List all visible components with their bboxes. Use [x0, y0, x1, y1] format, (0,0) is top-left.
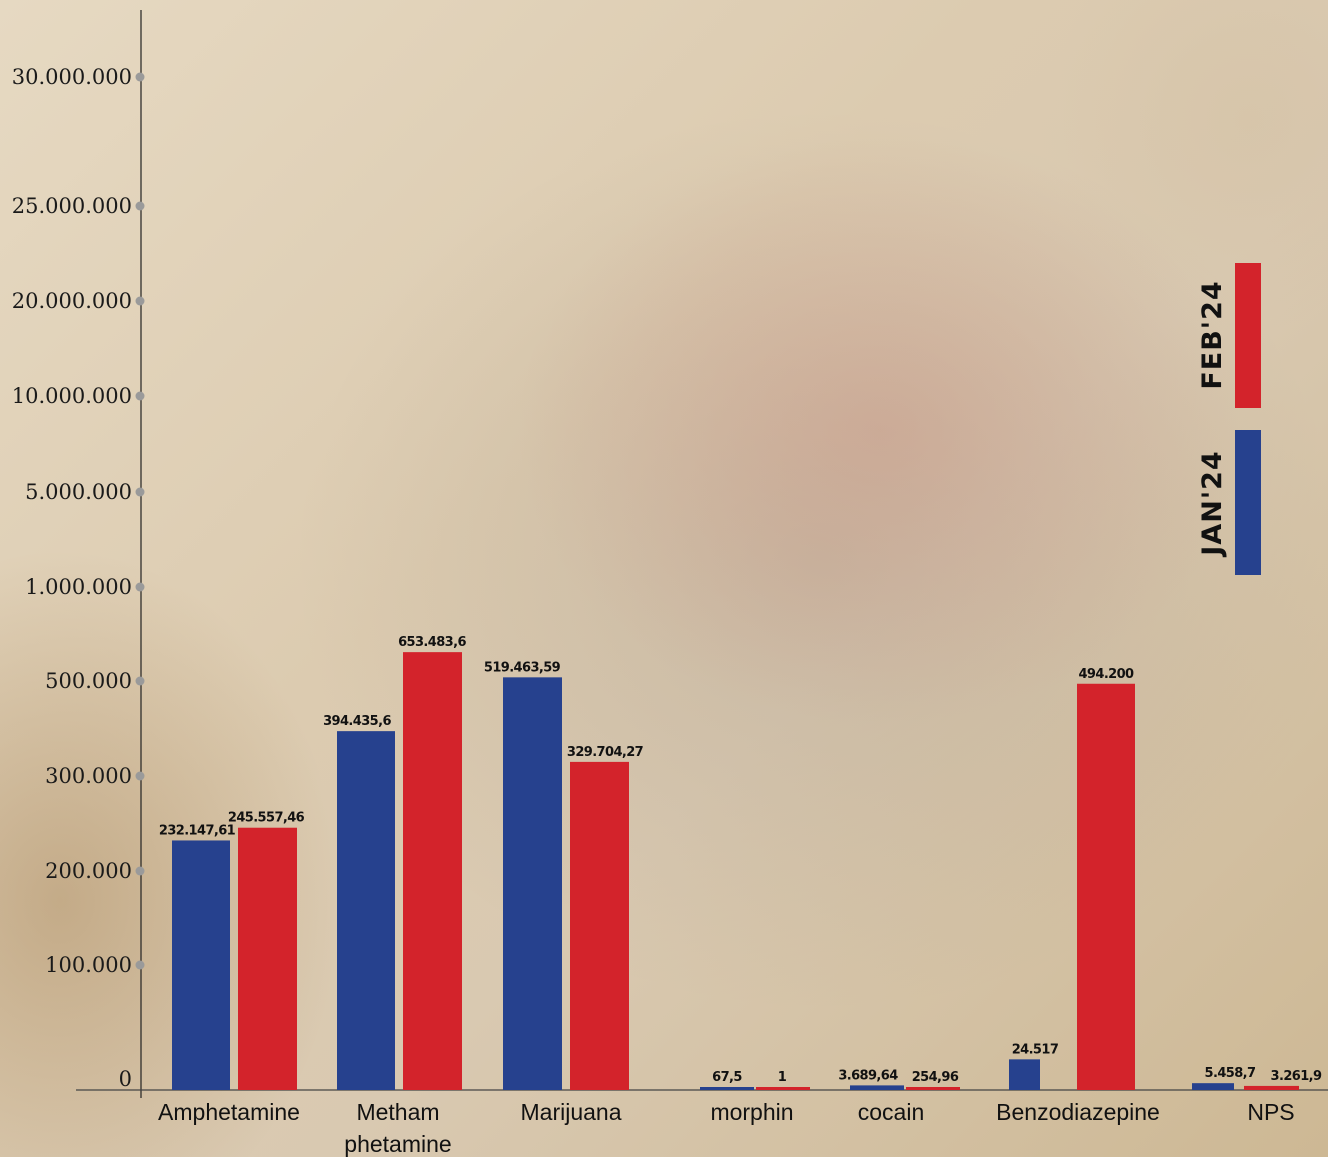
y-tick-dot [135, 201, 145, 211]
category-label: cocain [858, 1099, 924, 1125]
bar-value-label: 232.147,61 [159, 823, 236, 838]
bar-jan [337, 731, 395, 1090]
bar-value-label: 519.463,59 [484, 660, 561, 675]
legend-swatch [1235, 263, 1261, 408]
y-tick-label: 10.000.000 [12, 384, 132, 408]
bar-feb [1244, 1085, 1299, 1090]
y-tick-dot [135, 960, 145, 970]
bar-jan [1192, 1083, 1234, 1090]
y-tick-dot [135, 72, 145, 82]
bar-feb [570, 761, 629, 1090]
category-label: Benzodiazepine [996, 1099, 1160, 1125]
bar-value-label: 653.483,6 [398, 635, 466, 650]
category-label: NPS [1247, 1099, 1294, 1125]
y-tick-label: 0 [119, 1067, 132, 1091]
category-label: Amphetamine [158, 1099, 300, 1125]
y-tick-label: 30.000.000 [12, 65, 132, 89]
bar-feb [1077, 683, 1135, 1090]
y-tick-dot [135, 296, 145, 306]
bar-feb [238, 827, 297, 1090]
bar-value-label: 24.517 [1012, 1042, 1059, 1057]
bar-feb [906, 1087, 960, 1090]
y-tick-label: 1.000.000 [25, 575, 132, 599]
bar-value-label: 254,96 [912, 1070, 959, 1085]
bar-value-label: 3.261,9 [1271, 1069, 1322, 1084]
y-tick-label: 300.000 [45, 764, 132, 788]
y-tick-dot [135, 582, 145, 592]
y-tick-label: 25.000.000 [12, 194, 132, 218]
bar-value-label: 245.557,46 [228, 811, 305, 826]
y-tick-label: 100.000 [45, 953, 132, 977]
y-tick-dot [135, 866, 145, 876]
y-tick-dot [135, 771, 145, 781]
y-tick-label: 5.000.000 [25, 480, 132, 504]
legend-label: JAN'24 [1197, 450, 1228, 557]
category-label: Marijuana [521, 1099, 622, 1125]
bar-value-label: 3.689,64 [838, 1068, 898, 1083]
legend-swatch [1235, 430, 1261, 575]
bar-jan [172, 840, 230, 1090]
bar-value-label: 5.458,7 [1205, 1066, 1256, 1081]
bar-jan [503, 677, 562, 1090]
category-label: morphin [710, 1099, 793, 1125]
y-tick-label: 200.000 [45, 859, 132, 883]
category-label: phetamine [344, 1131, 451, 1157]
y-tick-dot [135, 487, 145, 497]
y-tick-dot [135, 676, 145, 686]
bar-feb [403, 652, 462, 1090]
bar-value-label: 1 [778, 1070, 787, 1085]
bar-feb [756, 1087, 810, 1090]
bar-value-label: 67,5 [712, 1070, 742, 1085]
bar-jan [700, 1087, 754, 1090]
bar-value-label: 394.435,6 [323, 714, 391, 729]
bar-jan [1009, 1059, 1040, 1090]
bar-value-label: 494.200 [1078, 667, 1134, 682]
category-label: Metham [356, 1099, 439, 1125]
bar-jan [850, 1085, 904, 1090]
y-tick-label: 500.000 [45, 669, 132, 693]
y-tick-label: 20.000.000 [12, 289, 132, 313]
legend-label: FEB'24 [1197, 280, 1228, 389]
bar-value-label: 329.704,27 [567, 745, 644, 760]
y-tick-dot [135, 391, 145, 401]
